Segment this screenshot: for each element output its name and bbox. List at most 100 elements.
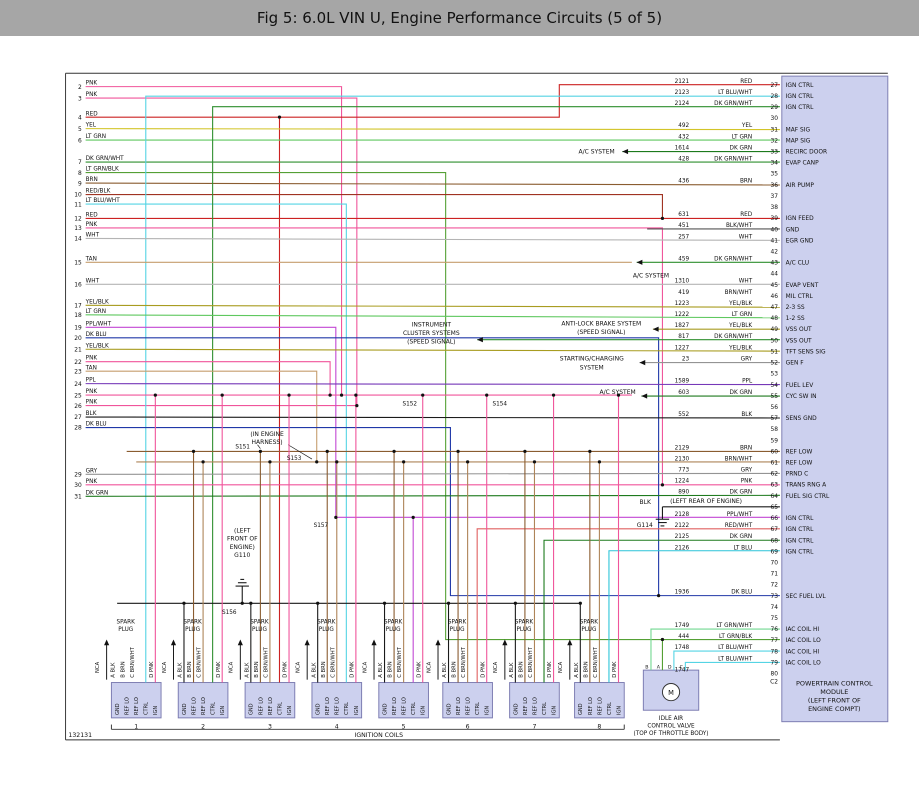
coil-pin-label: C BRN/WHT [593,646,599,677]
pcm-pin-number: 67 [770,527,778,533]
spark-plug-arrow [371,639,377,646]
wire [85,203,347,683]
spark-plug-label: SPARK [448,619,467,625]
coil-terminal-label: IGN [220,706,226,715]
coil-terminal-label: GND [446,703,452,715]
junction-dot [421,393,425,397]
pcm-signal-label: 1-2 SS [786,316,805,322]
pcm-pin-number: 27 [770,83,778,89]
pcm-pin-number: 47 [770,305,778,311]
pcm-pin-number: 35 [770,172,778,178]
coil-pin-label: A BLK [509,662,515,678]
wire [85,84,780,118]
pcm-pin-number: 42 [770,250,778,256]
wire [85,172,780,641]
pcm-signal-label: SEC FUEL LVL [786,594,827,600]
pcm-pin-number: 34 [770,161,778,167]
pcm-pin-number: 54 [770,383,778,389]
pcm-circuit-number: 817 [678,334,689,340]
coil-pin-label: D PNK [416,661,422,678]
coil-pin-label: D PNK [283,661,289,678]
coil-pin-label: C BRN/WHT [264,646,270,677]
iac-terminal-letter: D [668,665,672,671]
annotation-text: BLK [640,499,652,506]
pcm-signal-label: GEN F [786,361,805,367]
left-pin-color-label: LT BLU/WHT [86,198,121,204]
junction-dot [523,449,527,454]
coil-terminal-label: REF LO [588,697,594,715]
left-pin-number: 22 [74,360,82,366]
pcm-pin-number: 78 [770,649,778,655]
coil-terminal-label: GND [316,703,322,715]
wire [85,494,780,497]
pcm-circuit-number: 1936 [675,590,690,596]
wire [287,444,313,460]
junction-dot [201,460,205,464]
pcm-wire-color: LT BLU/WHT [718,656,753,662]
pcm-pin-number: 38 [770,205,778,211]
junction-dot [339,393,344,397]
wire [85,416,780,419]
nca-label: NCA [95,661,101,673]
coil-terminal-label: GND [578,703,584,715]
left-pin-color-label: PNK [86,479,98,485]
pcm-signal-label: VSS OUT [786,327,812,333]
spark-plug-arrow [170,639,177,646]
junction-dot [513,601,517,605]
pcm-circuit-number: 890 [678,490,689,496]
annotation-text: A/C SYSTEM [633,273,669,280]
left-pin-color-label: RED [86,111,99,117]
left-pin-number: 3 [78,96,82,102]
annotation-text: A/C SYSTEM [579,148,615,155]
coil-number: 8 [597,723,601,730]
ignition-coil-box [574,682,625,719]
left-pin-color-label: PNK [86,222,98,228]
junction-dot [249,601,253,605]
splice-label: S157 [314,523,329,529]
arrowhead [641,393,648,399]
coil-terminal-label: CTRL [475,702,481,715]
junction-dot [551,393,556,397]
coil-pin-label: C BRN/WHT [397,646,403,677]
pcm-pin-number: 44 [770,272,778,278]
wire [85,227,780,486]
ignition-coil-box [244,682,296,719]
page-title: Fig 5: 6.0L VIN U, Engine Performance Ci… [256,9,663,27]
pcm-pin-number: 71 [770,572,778,578]
annotation-text: ENGINE) [230,544,255,551]
title-bar: Fig 5: 6.0L VIN U, Engine Performance Ci… [0,0,919,36]
coil-terminal-label: IGN [485,706,491,715]
left-pin-number: 30 [74,483,82,489]
iac-terminal-letter: A [657,665,661,671]
coil-terminal-label: REF LO [335,697,341,715]
junction-dot [316,601,320,605]
pcm-module-label: MODULE [820,688,848,696]
spark-plug-label: PLUG [185,627,200,633]
pcm-wire-color: RED [740,212,753,218]
junction-dot [446,601,451,605]
spark-plug-label: SPARK [250,619,269,625]
coil-pin-label: D PNK [612,661,618,678]
wire [85,237,780,241]
pcm-signal-label: IGN CTRL [786,94,814,100]
pcm-circuit-number: 2130 [675,456,690,462]
coil-terminal-label: IGN [421,706,427,715]
pcm-pin-number: 68 [770,538,778,544]
pcm-wire-color: BRN [740,179,752,185]
pcm-circuit-number: 1827 [675,323,690,329]
pcm-wire-color: BLK [741,412,752,418]
coil-pin-label: B BRN [452,661,458,678]
pcm-signal-label: IGN CTRL [786,549,814,555]
left-pin-number: 23 [74,369,82,375]
pcm-circuit-number: 1747 [675,667,690,673]
iac-terminal-letter: B [645,665,648,671]
coil-terminal-label: REF LO [523,697,529,715]
pcm-circuit-number: 1222 [675,312,690,318]
coil-terminal-label: REF LO [134,697,140,715]
left-pin-number: 24 [74,382,82,388]
pcm-wire-color: DK GRN [730,534,753,540]
left-pin-number: 25 [74,393,82,399]
coil-terminal-label: REF LO [532,697,538,715]
left-pin-color-label: BLK [86,411,97,417]
